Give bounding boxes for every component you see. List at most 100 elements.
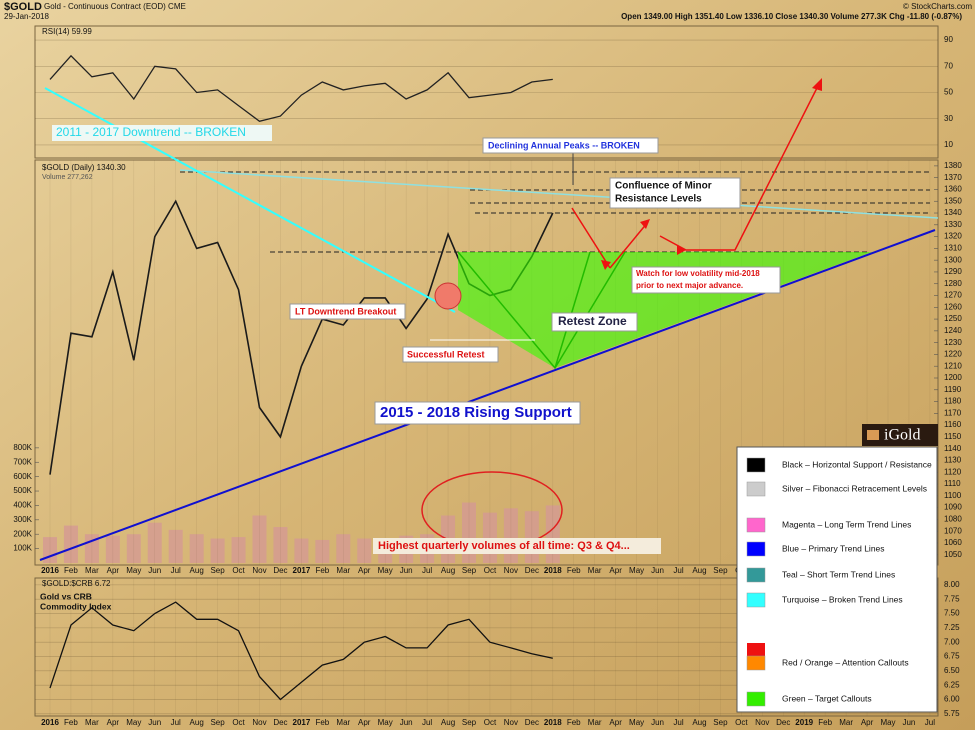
x-tick-label: Oct bbox=[484, 718, 497, 727]
y-tick-label: 1060 bbox=[944, 538, 962, 547]
legend: Black – Horizontal Support / Resistance S… bbox=[746, 457, 932, 707]
y-tick-label: 6.25 bbox=[944, 680, 960, 689]
x-tick-label: Jul bbox=[422, 566, 432, 575]
y-tick-label: 5.75 bbox=[944, 709, 960, 718]
label-box bbox=[609, 177, 741, 209]
x-tick-label: Jun bbox=[902, 718, 915, 727]
y-tick-label: 30 bbox=[944, 114, 953, 123]
x-tick-label: 2019 bbox=[795, 718, 813, 727]
date: 29-Jan-2018 bbox=[4, 12, 49, 21]
x-tick-label: Jul bbox=[673, 566, 683, 575]
volume-bar bbox=[43, 537, 57, 563]
x-tick-label: Aug bbox=[190, 566, 204, 575]
x-tick-label: 2017 bbox=[293, 718, 311, 727]
y-tick-label: 7.25 bbox=[944, 623, 960, 632]
symbol: $GOLD bbox=[4, 1, 42, 13]
x-tick-label: 2016 bbox=[41, 566, 59, 575]
y-tick-label: 1360 bbox=[944, 185, 962, 194]
y-tick-label: 1200 bbox=[944, 373, 962, 382]
line bbox=[49, 54, 553, 123]
ratio-label: $GOLD:$CRB 6.72 bbox=[42, 579, 111, 588]
volume-bar bbox=[105, 535, 120, 563]
y-tick-label: 1050 bbox=[944, 550, 962, 559]
x-tick-label: May bbox=[629, 566, 644, 575]
rsi-label: RSI(14) 59.99 bbox=[42, 27, 92, 36]
logo: iGold bbox=[884, 427, 920, 444]
y-tick-label: 1090 bbox=[944, 503, 962, 512]
x-tick-label: Jul bbox=[171, 718, 181, 727]
x-tick-label: Dec bbox=[776, 718, 790, 727]
x-tick-label: Feb bbox=[315, 566, 329, 575]
x-tick-label: Feb bbox=[64, 566, 78, 575]
y-tick-label: 1300 bbox=[944, 255, 962, 264]
quote: Open 1349.00 High 1351.40 Low 1336.10 Cl… bbox=[621, 12, 962, 21]
ratio-title: Commodity Index bbox=[40, 601, 112, 611]
x-tick-label: Mar bbox=[336, 566, 350, 575]
x-tick-label: Jul bbox=[422, 718, 432, 727]
x-tick-label: Apr bbox=[358, 566, 371, 575]
breakout-circle bbox=[434, 282, 462, 310]
annotation: Resistance Levels bbox=[615, 194, 702, 205]
x-tick-label: Jun bbox=[400, 566, 413, 575]
x-tick-label: Feb bbox=[818, 718, 832, 727]
source: © StockCharts.com bbox=[903, 2, 972, 11]
x-tick-label: Feb bbox=[315, 718, 329, 727]
label-box bbox=[374, 401, 581, 425]
x-tick-label: Sep bbox=[462, 566, 477, 575]
y-tick-label: 7.00 bbox=[944, 637, 960, 646]
logo-box bbox=[862, 424, 938, 446]
legend-swatch bbox=[746, 541, 766, 557]
arrow-head bbox=[677, 245, 686, 255]
x-tick-label: Apr bbox=[358, 718, 371, 727]
label-box bbox=[551, 312, 638, 332]
legend-label: Blue – Primary Trend Lines bbox=[782, 543, 885, 553]
x-tick-label: Mar bbox=[839, 718, 853, 727]
y-tick-label: 1130 bbox=[944, 456, 962, 465]
y-tick-label: 6.00 bbox=[944, 695, 960, 704]
x-tick-label: Mar bbox=[336, 718, 350, 727]
x-tick-label: 2018 bbox=[544, 566, 562, 575]
y-tick-label: 1080 bbox=[944, 515, 962, 524]
y-tick-label: 1120 bbox=[944, 467, 962, 476]
y-tick-label: 90 bbox=[944, 35, 953, 44]
legend-label: Red / Orange – Attention Callouts bbox=[782, 657, 909, 667]
x-tick-label: Nov bbox=[504, 566, 518, 575]
x-tick-label: Aug bbox=[692, 566, 706, 575]
line bbox=[49, 601, 553, 701]
price-panel bbox=[34, 159, 939, 566]
x-tick-label: May bbox=[126, 566, 141, 575]
annotation: Declining Annual Peaks -- BROKEN bbox=[488, 140, 640, 150]
volume-bar bbox=[126, 534, 141, 563]
y-tick-label: 1370 bbox=[944, 173, 962, 182]
x-tick-label: Nov bbox=[504, 718, 518, 727]
x-tick-label: Sep bbox=[713, 566, 728, 575]
y-tick-label: 500K bbox=[13, 486, 32, 495]
x-tick-label: Sep bbox=[462, 718, 477, 727]
y-tick-label: 1210 bbox=[944, 361, 962, 370]
legend-swatch bbox=[746, 457, 766, 473]
y-tick-label: 1380 bbox=[944, 161, 962, 170]
x-tick-label: Jun bbox=[400, 718, 413, 727]
legend-label: Black – Horizontal Support / Resistance bbox=[782, 459, 932, 469]
projection bbox=[571, 81, 821, 269]
y-tick-label: 800K bbox=[13, 443, 32, 452]
x-tick-label: Sep bbox=[210, 566, 225, 575]
legend-label: Magenta – Long Term Trend Lines bbox=[782, 519, 911, 529]
x-tick-label: Nov bbox=[252, 718, 266, 727]
x-tick-label: Sep bbox=[713, 718, 728, 727]
legend-swatch bbox=[746, 481, 766, 497]
legend-swatch bbox=[747, 643, 765, 657]
x-tick-label: Aug bbox=[441, 718, 455, 727]
x-tick-label: May bbox=[629, 718, 644, 727]
volume-bar bbox=[336, 534, 351, 563]
x-tick-label: Apr bbox=[107, 718, 120, 727]
rising-support bbox=[39, 229, 936, 561]
x-tick-label: Jul bbox=[171, 566, 181, 575]
y-tick-label: 100K bbox=[13, 544, 32, 553]
x-tick-label: Jun bbox=[651, 718, 664, 727]
y-tick-label: 1170 bbox=[944, 408, 962, 417]
y-tick-label: 1230 bbox=[944, 338, 962, 347]
y-tick-label: 1190 bbox=[944, 385, 962, 394]
volume-bar bbox=[315, 539, 330, 563]
